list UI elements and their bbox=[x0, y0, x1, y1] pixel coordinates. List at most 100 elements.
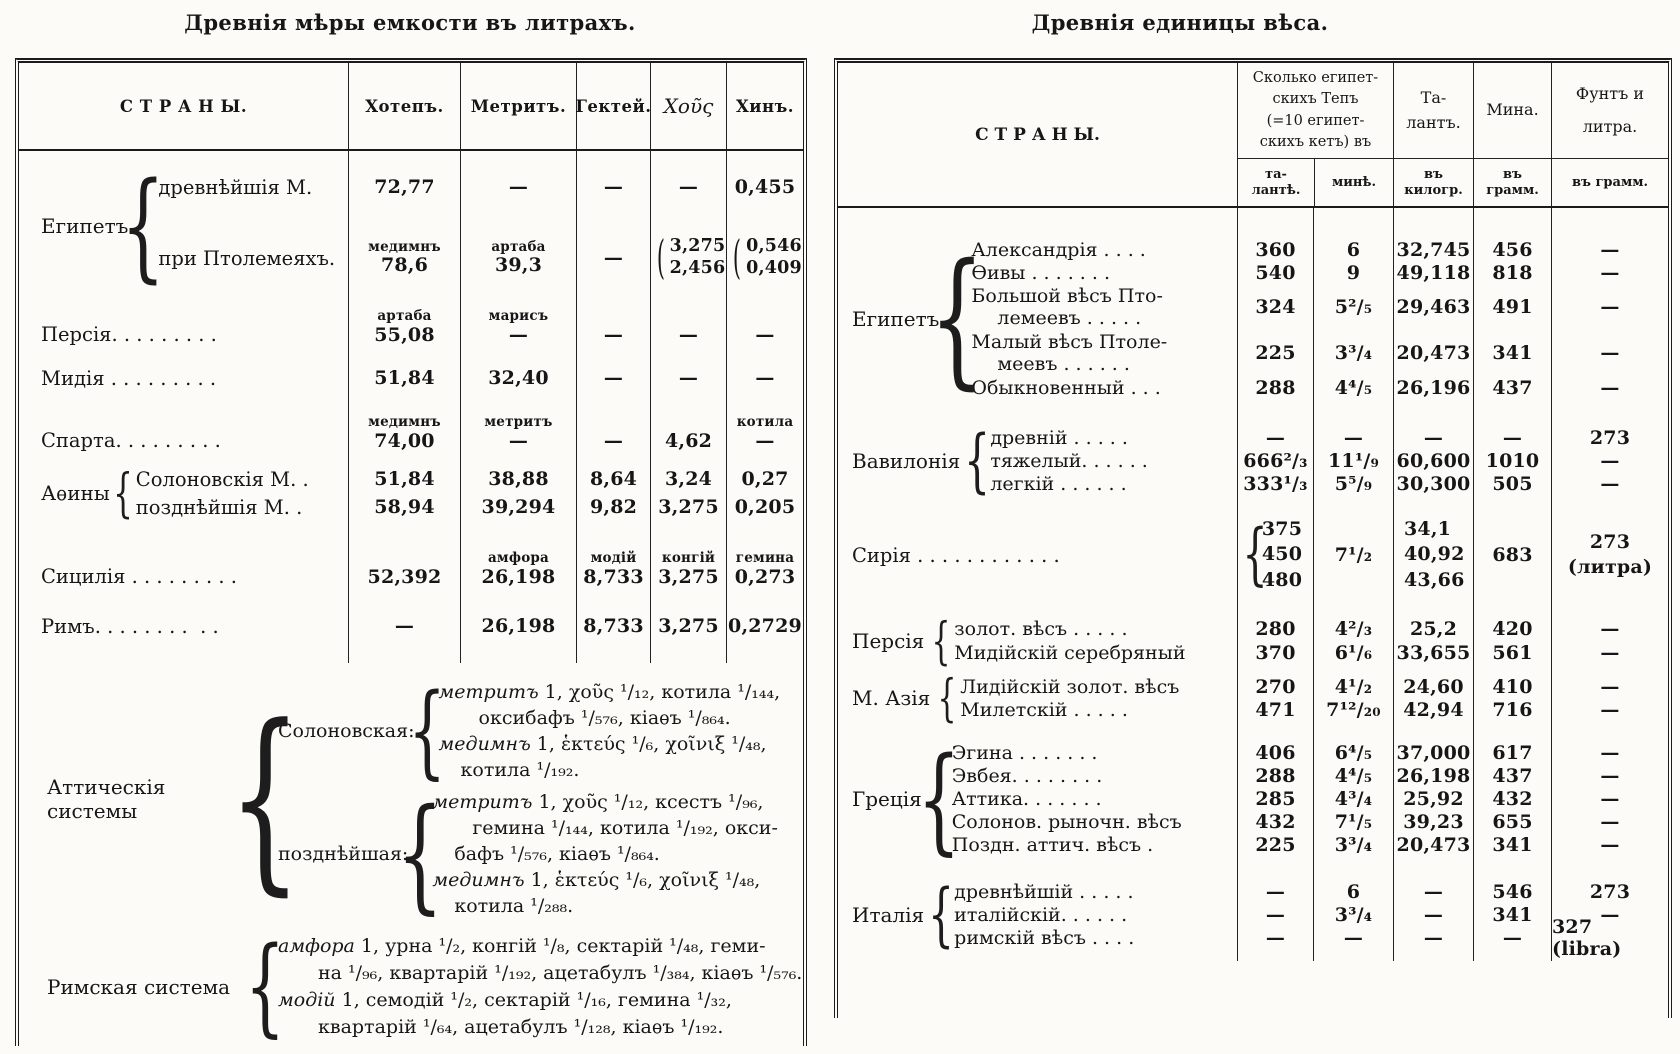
cell-value: 360 bbox=[1255, 238, 1296, 261]
row-label: италійскій. . . . . . bbox=[954, 903, 1128, 926]
cell: 7¹/₂ bbox=[1314, 495, 1394, 595]
cell-value: 0,205 bbox=[734, 496, 796, 518]
cell: { 375 450 480 bbox=[1238, 495, 1314, 595]
attic-systems-label: Аттическія системы bbox=[47, 775, 166, 823]
cell-value: 716 bbox=[1492, 698, 1533, 721]
group-babylon: Вавилонія { древній . . . . . тяжелый. .… bbox=[838, 400, 1668, 495]
cell-value: 51,84 bbox=[374, 468, 435, 490]
cell: — bbox=[577, 297, 651, 355]
unit-label: амфора bbox=[487, 550, 550, 567]
right-table-title: Древнія единицы вѣса. bbox=[1031, 10, 1329, 35]
cell-value: 30,300 bbox=[1396, 472, 1471, 495]
cell-value: 666²/₃ bbox=[1243, 449, 1308, 472]
cell: 4,62 bbox=[651, 401, 727, 461]
cell-value: 6¹/₆ bbox=[1334, 642, 1373, 664]
cell-value: — bbox=[1423, 426, 1444, 449]
subheader-talent: та- лантѣ. bbox=[1238, 159, 1315, 206]
grouping-brace: { bbox=[929, 232, 985, 405]
cell-value: — bbox=[1600, 342, 1620, 364]
spacer-row bbox=[838, 949, 1668, 961]
cell: котила — bbox=[727, 401, 803, 461]
cell-value: — bbox=[1502, 426, 1523, 449]
subheader-mina: минѣ. bbox=[1331, 174, 1377, 190]
cell-value: 450 bbox=[1261, 543, 1303, 566]
system-line: котила ¹/₂₈₈. bbox=[454, 895, 574, 917]
header-egyptian-tep-group: Сколько египет- скихъ Тепъ (=10 египет- … bbox=[1238, 63, 1394, 206]
cell-value: 480 bbox=[1261, 568, 1303, 591]
unit-label: медимнъ bbox=[368, 414, 441, 431]
cell-value: 26,198 bbox=[1396, 764, 1471, 787]
cell-value: 491 bbox=[1492, 296, 1533, 318]
country-label: Египетъ bbox=[852, 307, 940, 331]
cell-value: 32,745 bbox=[1396, 238, 1471, 261]
cell-value: 40,92 bbox=[1404, 543, 1465, 566]
cell-value: — bbox=[678, 176, 699, 198]
cell-value: 42,94 bbox=[1403, 698, 1464, 721]
cell-value: 5²/₅ bbox=[1334, 296, 1373, 318]
row-label: золот. вѣсъ . . . . . bbox=[954, 618, 1128, 640]
cell: — — bbox=[577, 151, 651, 297]
unit-label: конгій bbox=[661, 550, 716, 567]
cell-value: 225 bbox=[1255, 342, 1296, 364]
cell: 617 437 432 655 341 bbox=[1474, 721, 1552, 856]
cell-value: 818 bbox=[1492, 261, 1533, 284]
system-name: Солоновская: bbox=[278, 720, 415, 742]
cell: 270 471 bbox=[1238, 665, 1314, 721]
cell-value: 7¹/₂ bbox=[1334, 544, 1373, 566]
cell-value: 9 bbox=[1346, 261, 1361, 284]
grouping-brace: { bbox=[121, 157, 166, 295]
cell-value: 58,94 bbox=[374, 496, 435, 518]
row-label: лемеевъ . . . . . bbox=[997, 307, 1142, 329]
header-talent: Та- лантъ. въ килогр. bbox=[1394, 63, 1474, 206]
cell-value: 3,275 bbox=[658, 615, 719, 637]
header-chous: Χοῦς bbox=[651, 63, 727, 149]
row-label: меевъ . . . . . . bbox=[997, 353, 1130, 375]
cell-value: — bbox=[1600, 238, 1620, 261]
cell-value: 341 bbox=[1492, 903, 1533, 926]
cell-value: — bbox=[603, 367, 624, 389]
cell-value: — bbox=[1600, 810, 1620, 833]
cell: 32,745 49,118 29,463 20,473 26,196 bbox=[1394, 208, 1474, 400]
cell-value: 43,66 bbox=[1404, 568, 1465, 591]
cell-value: 55,08 bbox=[374, 324, 435, 347]
cell-value: — bbox=[1423, 880, 1444, 903]
row-rome: Римъ. . . . . . . . . . — 26,198 8,733 3… bbox=[19, 597, 803, 655]
cell: — bbox=[577, 355, 651, 401]
country-label: Вавилонія bbox=[852, 448, 961, 473]
row-label: древній . . . . . bbox=[990, 426, 1128, 449]
cell: — 11¹/₉ 5⁵/₉ bbox=[1314, 400, 1394, 495]
cell-value: — bbox=[1600, 449, 1620, 472]
cell: 360 540 324 225 288 bbox=[1238, 208, 1314, 400]
row-label: Сицилія . . . . . . . . . bbox=[41, 565, 237, 588]
country-label: Греція bbox=[852, 786, 922, 811]
row-label: Ѳивы . . . . . . . bbox=[971, 261, 1110, 284]
cell-value: 225 bbox=[1255, 833, 1296, 856]
system-line: гемина ¹/₁₄₄, котила ¹/₁₉₂, окси- bbox=[472, 817, 778, 839]
grouping-brace: { bbox=[931, 611, 951, 671]
cell: 34,1 40,92 43,66 bbox=[1394, 495, 1474, 595]
grouping-brace: { bbox=[964, 419, 991, 501]
cell: 683 bbox=[1474, 495, 1552, 595]
cell-value: 26,198 bbox=[481, 615, 556, 637]
row-label: Большой вѣсъ Пто- bbox=[971, 285, 1163, 307]
cell-value: — bbox=[755, 430, 775, 453]
grouping-brace: { bbox=[397, 781, 444, 927]
unit-label: метритъ bbox=[484, 414, 553, 431]
cell-value: 0,546 bbox=[746, 236, 802, 257]
cell-value: 25,92 bbox=[1403, 787, 1464, 810]
cell-value: 3³/₄ bbox=[1334, 903, 1373, 926]
header-hotep: Хотепъ. bbox=[349, 63, 461, 149]
cell-value: — bbox=[1600, 741, 1620, 764]
cell: конгій 3,275 bbox=[651, 525, 727, 597]
cell: — — — bbox=[1238, 856, 1314, 949]
row-label: Солонов. рыночн. вѣсъ bbox=[951, 810, 1182, 833]
cell-value: 3³/₄ bbox=[1334, 833, 1373, 856]
cell-value: 273 (литра) bbox=[1567, 531, 1653, 578]
row-label: Александрія . . . . bbox=[971, 238, 1146, 261]
cell: 51,84 bbox=[349, 355, 461, 401]
cell-value: 26,196 bbox=[1396, 377, 1471, 399]
cell-value: 273 bbox=[1589, 880, 1631, 903]
grouping-brace: { bbox=[917, 731, 961, 866]
cell-value: 288 bbox=[1255, 764, 1296, 787]
